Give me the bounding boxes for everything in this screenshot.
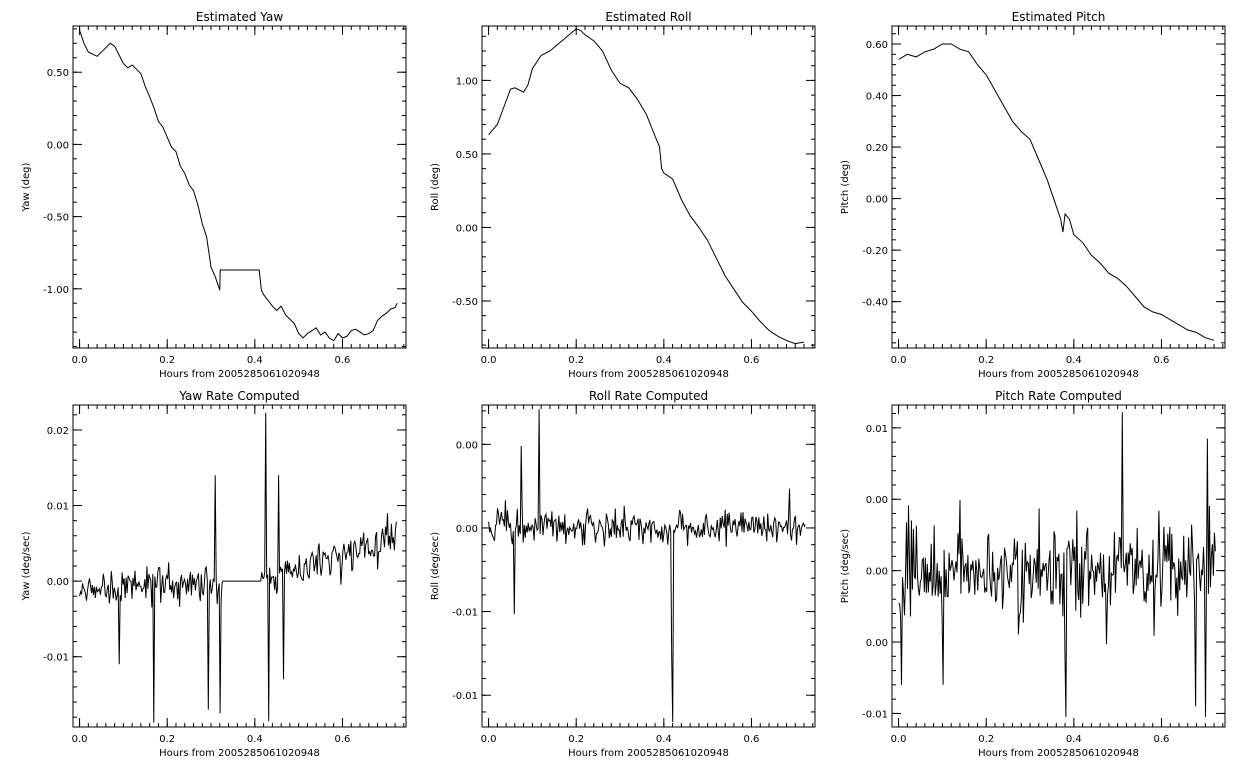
x-axis-label: Hours from 2005285061020948 bbox=[159, 369, 320, 380]
series-line bbox=[79, 412, 397, 723]
x-tick-label: 0.6 bbox=[744, 734, 760, 745]
y-tick-label: 0.02 bbox=[47, 426, 69, 437]
x-tick-label: 0.2 bbox=[978, 734, 994, 745]
x-tick-label: 0.2 bbox=[159, 355, 175, 366]
y-tick-label: -0.50 bbox=[452, 297, 478, 308]
x-axis-label: Hours from 2005285061020948 bbox=[568, 748, 729, 759]
x-tick-label: 0.4 bbox=[247, 734, 263, 745]
chart-panel-5: Roll Rate Computed Hours from 20052850610… bbox=[430, 389, 816, 759]
y-tick-label: 0.00 bbox=[866, 567, 888, 578]
x-tick-label: 0.0 bbox=[481, 734, 497, 745]
y-tick-label: 0.40 bbox=[866, 92, 888, 103]
plot-frame bbox=[481, 25, 816, 349]
plot-frame bbox=[481, 404, 816, 728]
y-tick-label: -0.01 bbox=[43, 653, 69, 664]
x-tick-label: 0.4 bbox=[656, 734, 672, 745]
chart-panel-1: Estimated Yaw Hours from 2005285061020948… bbox=[21, 10, 407, 380]
y-tick-label: 0.01 bbox=[47, 502, 69, 513]
x-tick-label: 0.4 bbox=[247, 355, 263, 366]
y-tick-label: -0.20 bbox=[862, 246, 888, 257]
series-line bbox=[898, 412, 1216, 718]
y-axis-label: Roll (deg/sec) bbox=[430, 532, 441, 600]
x-axis-label: Hours from 2005285061020948 bbox=[978, 748, 1139, 759]
x-tick-label: 0.6 bbox=[335, 734, 351, 745]
x-tick-label: 0.0 bbox=[891, 734, 907, 745]
y-tick-label: 0.00 bbox=[456, 524, 478, 535]
y-axis-label: Yaw (deg/sec) bbox=[21, 531, 32, 601]
chart-panel-4: Yaw Rate Computed Hours from 200528506102… bbox=[21, 389, 407, 759]
chart-title: Roll Rate Computed bbox=[589, 389, 708, 403]
y-tick-label: 0.01 bbox=[866, 424, 888, 435]
x-tick-label: 0.2 bbox=[568, 734, 584, 745]
chart-panel-6: Pitch Rate Computed Hours from 2005285061… bbox=[840, 389, 1226, 759]
x-tick-label: 0.2 bbox=[159, 734, 175, 745]
x-tick-label: 0.4 bbox=[656, 355, 672, 366]
chart-title: Yaw Rate Computed bbox=[178, 389, 299, 403]
y-tick-label: 0.00 bbox=[866, 495, 888, 506]
series-line bbox=[79, 30, 398, 342]
x-tick-label: 0.0 bbox=[891, 355, 907, 366]
x-tick-label: 0.0 bbox=[72, 734, 88, 745]
y-tick-label: 0.00 bbox=[47, 140, 69, 151]
y-axis-label: Pitch (deg/sec) bbox=[840, 529, 851, 604]
x-tick-label: 0.6 bbox=[1154, 734, 1170, 745]
x-axis-label: Hours from 2005285061020948 bbox=[159, 748, 320, 759]
y-tick-label: 0.50 bbox=[47, 68, 69, 79]
y-axis-label: Roll (deg) bbox=[430, 163, 441, 211]
x-axis-label: Hours from 2005285061020948 bbox=[568, 369, 729, 380]
x-tick-label: 0.6 bbox=[744, 355, 760, 366]
chart-panel-3: Estimated Pitch Hours from 20052850610209… bbox=[840, 10, 1226, 380]
y-tick-label: -0.40 bbox=[862, 298, 888, 309]
x-tick-label: 0.2 bbox=[568, 355, 584, 366]
y-tick-label: 1.00 bbox=[456, 76, 478, 87]
y-tick-label: 0.00 bbox=[47, 577, 69, 588]
y-tick-label: 0.50 bbox=[456, 150, 478, 161]
y-tick-label: 0.20 bbox=[866, 143, 888, 154]
plot-frame bbox=[891, 25, 1226, 349]
y-axis-label: Pitch (deg) bbox=[840, 160, 851, 214]
plot-frame bbox=[72, 25, 407, 349]
x-tick-label: 0.0 bbox=[481, 355, 497, 366]
series-line bbox=[488, 28, 805, 345]
y-tick-label: 0.60 bbox=[866, 40, 888, 51]
y-tick-label: -0.01 bbox=[452, 691, 478, 702]
y-tick-label: 0.00 bbox=[866, 195, 888, 206]
plot-frame bbox=[891, 404, 1226, 728]
y-tick-label: -0.01 bbox=[862, 709, 888, 720]
chart-title: Estimated Pitch bbox=[1012, 10, 1106, 24]
x-tick-label: 0.6 bbox=[1154, 355, 1170, 366]
chart-title: Estimated Yaw bbox=[196, 10, 283, 24]
x-tick-label: 0.6 bbox=[335, 355, 351, 366]
chart-title: Pitch Rate Computed bbox=[995, 389, 1122, 403]
x-axis-label: Hours from 2005285061020948 bbox=[978, 369, 1139, 380]
y-tick-label: 0.00 bbox=[866, 638, 888, 649]
x-tick-label: 0.4 bbox=[1066, 734, 1082, 745]
chart-title: Estimated Roll bbox=[605, 10, 691, 24]
y-tick-label: 0.00 bbox=[456, 223, 478, 234]
series-line bbox=[488, 409, 806, 723]
chart-panel-2: Estimated Roll Hours from 200528506102094… bbox=[430, 10, 816, 380]
plot-frame bbox=[72, 404, 407, 728]
x-tick-label: 0.2 bbox=[978, 355, 994, 366]
y-tick-label: -1.00 bbox=[43, 285, 69, 296]
y-axis-label: Yaw (deg) bbox=[21, 162, 32, 212]
x-tick-label: 0.4 bbox=[1066, 355, 1082, 366]
y-tick-label: 0.00 bbox=[456, 440, 478, 451]
x-tick-label: 0.0 bbox=[72, 355, 88, 366]
y-tick-label: -0.50 bbox=[43, 213, 69, 224]
y-tick-label: -0.01 bbox=[452, 608, 478, 619]
series-line bbox=[898, 43, 1215, 341]
